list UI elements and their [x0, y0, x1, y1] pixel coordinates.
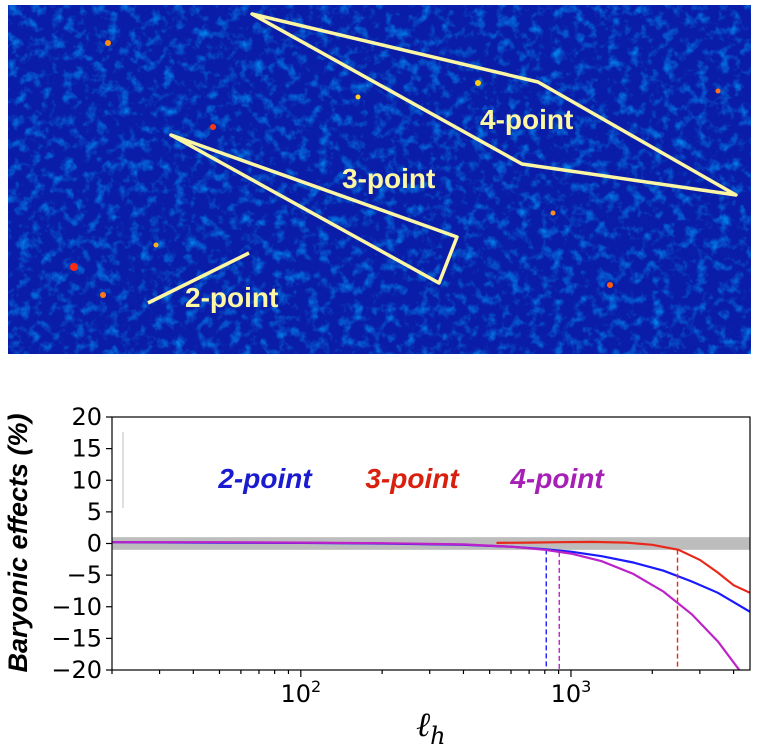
y-tick-label: −15 — [51, 624, 102, 652]
y-tick-label: −10 — [51, 593, 102, 621]
y-tick-label: −20 — [51, 656, 102, 684]
series-line-3-point — [496, 540, 750, 594]
legend-label-3-point: 3-point — [365, 463, 460, 494]
y-axis-label: Baryonic effects (%) — [3, 413, 33, 672]
y-tick-label: 10 — [71, 466, 102, 494]
series-line-4-point — [112, 541, 741, 670]
y-tick-label: −5 — [67, 561, 102, 589]
x-tick-label: 102 — [280, 677, 321, 708]
y-tick-label: 0 — [87, 530, 102, 558]
annotation-shapes — [147, 12, 738, 305]
x-tick-label: 103 — [551, 677, 592, 708]
four-point-polygon — [250, 12, 738, 197]
legend-label-4-point: 4-point — [509, 463, 605, 494]
y-tick-label: 5 — [87, 498, 102, 526]
baryonic-effects-chart: 20 15 10 5 0 −5 −10 −15 −20 102 103 Baryonic effe… — [3, 403, 751, 750]
annotation-label-2-point: 2-point — [185, 282, 278, 313]
y-tick-label: 15 — [71, 435, 102, 463]
annotation-label-3-point: 3-point — [342, 163, 435, 194]
two-point-segment — [147, 251, 250, 305]
x-axis-label: ℓh — [416, 705, 446, 750]
three-point-triangle — [169, 133, 459, 285]
map-hotspots — [70, 40, 721, 298]
legend-label-2-point: 2-point — [217, 463, 313, 494]
annotation-label-4-point: 4-point — [480, 104, 573, 135]
y-tick-label: 20 — [71, 403, 102, 431]
convergence-map: 2-point 3-point 4-point — [8, 5, 751, 354]
